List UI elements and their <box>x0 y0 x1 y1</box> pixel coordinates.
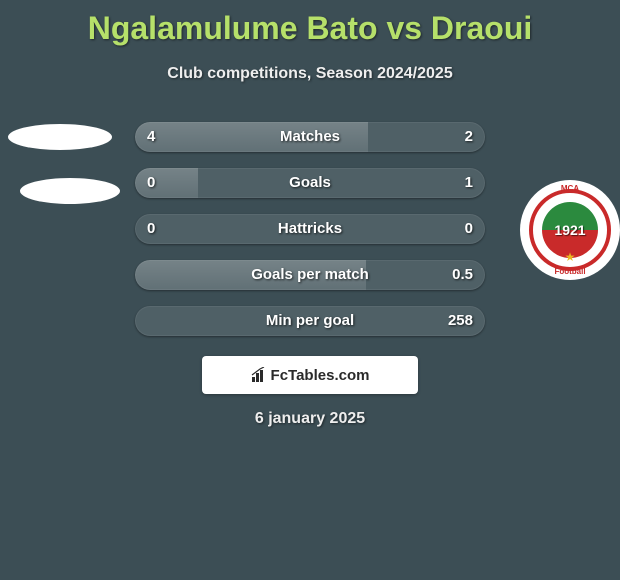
branding-badge: FcTables.com <box>202 356 418 394</box>
bar-chart-icon <box>251 367 267 383</box>
badge-core: 1921 ★ <box>542 202 598 258</box>
badge-year: 1921 <box>554 222 585 238</box>
stats-rows: 4Matches20Goals10Hattricks0Goals per mat… <box>135 122 485 352</box>
club-badge-right: MCA 1921 ★ Football <box>520 180 620 280</box>
badge-sub: Football <box>554 267 585 276</box>
stats-label: Hattricks <box>135 214 485 244</box>
stats-row: 0Goals1 <box>135 168 485 198</box>
stats-value-right: 1 <box>465 168 473 198</box>
stats-value-right: 2 <box>465 122 473 152</box>
page-subtitle: Club competitions, Season 2024/2025 <box>0 65 620 83</box>
star-icon: ★ <box>565 250 576 264</box>
badge-abbrev: MCA <box>561 184 579 193</box>
stats-label: Matches <box>135 122 485 152</box>
page-title: Ngalamulume Bato vs Draoui <box>0 0 620 47</box>
stats-row: Min per goal258 <box>135 306 485 336</box>
stats-row: 4Matches2 <box>135 122 485 152</box>
stats-label: Goals <box>135 168 485 198</box>
stats-label: Goals per match <box>135 260 485 290</box>
stats-row: Goals per match0.5 <box>135 260 485 290</box>
stats-row: 0Hattricks0 <box>135 214 485 244</box>
stats-value-right: 258 <box>448 306 473 336</box>
player-left-placeholder-1 <box>8 124 112 150</box>
comparison-card: Ngalamulume Bato vs Draoui Club competit… <box>0 0 620 580</box>
stats-value-right: 0.5 <box>452 260 473 290</box>
stats-value-right: 0 <box>465 214 473 244</box>
snapshot-date: 6 january 2025 <box>0 410 620 428</box>
stats-label: Min per goal <box>135 306 485 336</box>
branding-text: FcTables.com <box>271 367 370 384</box>
player-left-placeholder-2 <box>20 178 120 204</box>
